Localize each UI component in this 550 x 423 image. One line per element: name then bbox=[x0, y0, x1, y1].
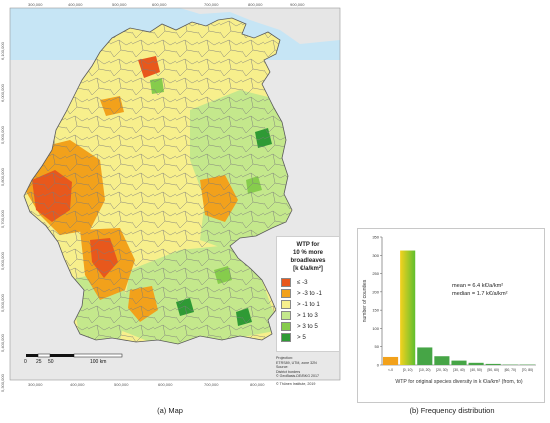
histogram-bar bbox=[451, 360, 467, 365]
histogram-panel: 0 50 100 150 200 250 300 350 <-0 [0, 10) [10, 20) [… bbox=[357, 228, 545, 403]
left-tick: 5,300,000 bbox=[0, 374, 5, 392]
bottom-tick: 500,000 bbox=[114, 382, 129, 387]
y-tick-label: 300 bbox=[372, 253, 379, 258]
legend-title-line: broadleaves bbox=[290, 258, 326, 264]
legend-item: > 5 bbox=[281, 332, 339, 343]
left-tick: 5,600,000 bbox=[0, 252, 5, 270]
x-tick-label: <-0 bbox=[388, 368, 393, 372]
y-tick-label: 200 bbox=[372, 289, 379, 294]
histogram-bar bbox=[383, 356, 399, 365]
legend-swatch bbox=[281, 311, 291, 320]
left-tick: 5,900,000 bbox=[0, 126, 5, 144]
legend-swatch bbox=[281, 289, 291, 298]
histogram-bar bbox=[434, 356, 450, 365]
scale-tick: 0 bbox=[24, 359, 27, 365]
y-tick-label: 350 bbox=[372, 235, 379, 240]
top-tick: 700,000 bbox=[204, 2, 219, 7]
meta-line: Source: bbox=[276, 365, 289, 370]
left-tick: 5,400,000 bbox=[0, 334, 5, 352]
left-tick: 6,000,000 bbox=[0, 84, 5, 102]
legend-swatch bbox=[281, 278, 291, 287]
top-tick: 300,000 bbox=[28, 2, 43, 7]
scale-tick: 50 bbox=[48, 359, 54, 365]
map-frame bbox=[9, 7, 341, 381]
histogram-bar bbox=[468, 362, 484, 365]
legend-item: > 3 to 5 bbox=[281, 321, 339, 332]
left-tick: 5,700,000 bbox=[0, 210, 5, 228]
histogram-bar bbox=[400, 250, 416, 365]
legend-label: ≤ -3 bbox=[297, 279, 308, 286]
frequency-histogram: 0 50 100 150 200 250 300 350 <-0 [0, 10) [10, 20) [… bbox=[362, 235, 536, 385]
legend-label: > -1 to 1 bbox=[297, 301, 320, 308]
x-tick-label: [20, 30) bbox=[436, 368, 448, 372]
map-panel: 300,000 400,000 500,000 600,000 700,000 … bbox=[0, 2, 342, 392]
mean-annotation: mean = 6.4 k€/a/km² bbox=[452, 283, 503, 289]
meta-line: ETRS89, UTM, zone 32N bbox=[276, 360, 317, 365]
x-tick-label: [10, 20) bbox=[419, 368, 431, 372]
histogram-caption: (b) Frequency distribution bbox=[409, 406, 495, 415]
y-tick-label: 150 bbox=[372, 308, 379, 313]
bottom-tick: 700,000 bbox=[204, 382, 219, 387]
top-tick: 400,000 bbox=[68, 2, 83, 7]
germany-map bbox=[9, 7, 341, 381]
legend-label: > 1 to 3 bbox=[297, 312, 318, 319]
scale-tick: 25 bbox=[36, 359, 42, 365]
legend-title-line: [k €/a/km²] bbox=[293, 266, 323, 272]
bottom-tick: 600,000 bbox=[158, 382, 173, 387]
map-legend: WTP for 10 % more broadleaves [k €/a/km²… bbox=[276, 236, 340, 352]
legend-item: > -3 to -1 bbox=[281, 288, 339, 299]
legend-swatch bbox=[281, 300, 291, 309]
scandinavia bbox=[10, 8, 340, 44]
top-tick: 500,000 bbox=[112, 2, 127, 7]
meta-line: © GeoBasis-DE/BKG 2017 bbox=[276, 374, 319, 379]
legend-item: ≤ -3 bbox=[281, 277, 339, 288]
median-annotation: median = 1.7 k€/a/km² bbox=[452, 291, 508, 297]
y-tick-label: 250 bbox=[372, 271, 379, 276]
left-tick: 5,500,000 bbox=[0, 294, 5, 312]
scale-bar: 0 25 50 100 km bbox=[24, 352, 124, 370]
x-tick-label: [70, 80) bbox=[522, 368, 534, 372]
legend-swatch bbox=[281, 333, 291, 342]
top-tick: 600,000 bbox=[152, 2, 167, 7]
legend-swatch bbox=[281, 322, 291, 331]
legend-label: > 3 to 5 bbox=[297, 323, 318, 330]
meta-line: Projection: bbox=[276, 356, 293, 360]
left-tick: 6,100,000 bbox=[0, 42, 5, 60]
bottom-tick: 800,000 bbox=[250, 382, 265, 387]
bottom-tick: 300,000 bbox=[28, 382, 43, 387]
y-tick-label: 50 bbox=[375, 344, 380, 349]
bottom-tick: 400,000 bbox=[70, 382, 85, 387]
legend-title: WTP for 10 % more broadleaves [k €/a/km²… bbox=[277, 241, 339, 273]
top-tick: 900,000 bbox=[290, 2, 305, 7]
map-metadata: Projection: ETRS89, UTM, zone 32N Source… bbox=[276, 356, 342, 387]
left-tick: 5,800,000 bbox=[0, 168, 5, 186]
y-axis-label: number of counties bbox=[362, 279, 368, 322]
x-tick-label: [60, 70) bbox=[505, 368, 517, 372]
legend-label: > -3 to -1 bbox=[297, 290, 322, 297]
x-tick-label: [30, 40) bbox=[453, 368, 465, 372]
scale-end-label: 100 km bbox=[90, 359, 107, 365]
histogram-bar bbox=[485, 363, 501, 365]
x-axis-label: WTP for original species diversity in k … bbox=[395, 379, 523, 385]
y-tick-label: 0 bbox=[377, 363, 380, 368]
histogram-bar bbox=[417, 347, 433, 365]
map-caption: (a) Map bbox=[157, 406, 183, 415]
x-tick-label: [40, 50) bbox=[470, 368, 482, 372]
meta-line: District borders bbox=[276, 369, 301, 374]
legend-title-line: WTP for bbox=[296, 242, 320, 248]
x-tick-label: [50, 60) bbox=[487, 368, 499, 372]
legend-item: > -1 to 1 bbox=[281, 299, 339, 310]
x-tick-label: [0, 10) bbox=[403, 368, 413, 372]
y-tick-label: 100 bbox=[372, 326, 379, 331]
meta-line: © Thünen Institute, 2019 bbox=[276, 381, 316, 386]
legend-item: > 1 to 3 bbox=[281, 310, 339, 321]
top-tick: 800,000 bbox=[248, 2, 263, 7]
legend-title-line: 10 % more bbox=[292, 250, 323, 256]
legend-label: > 5 bbox=[297, 334, 306, 341]
